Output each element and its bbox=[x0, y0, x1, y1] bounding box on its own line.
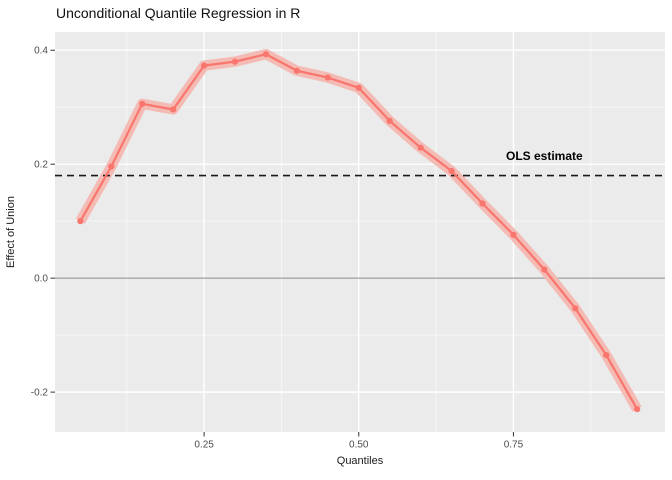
x-tick-label: 0.75 bbox=[504, 440, 524, 451]
plot-panel bbox=[55, 32, 665, 432]
y-tick-label: -0.2 bbox=[31, 388, 49, 399]
data-point bbox=[386, 117, 393, 124]
data-point bbox=[108, 163, 115, 170]
data-point bbox=[170, 106, 177, 113]
data-point bbox=[262, 51, 270, 58]
data-point bbox=[541, 266, 548, 273]
data-point bbox=[603, 351, 610, 359]
y-tick-label: 0.0 bbox=[34, 274, 48, 285]
x-tick-label: 0.25 bbox=[194, 440, 214, 451]
data-point bbox=[448, 167, 455, 175]
x-tick-label: 0.50 bbox=[349, 440, 369, 451]
data-point bbox=[417, 144, 424, 151]
data-point bbox=[293, 67, 300, 74]
data-point bbox=[324, 74, 331, 81]
data-point bbox=[572, 305, 579, 312]
data-point bbox=[634, 406, 641, 413]
x-axis-title: Quantiles bbox=[336, 455, 384, 467]
data-point bbox=[77, 218, 84, 225]
plot-title: Unconditional Quantile Regression in R bbox=[56, 5, 301, 21]
data-point bbox=[231, 58, 239, 65]
y-tick-label: 0.2 bbox=[34, 160, 48, 171]
y-axis-title: Effect of Union bbox=[5, 196, 17, 268]
data-point bbox=[510, 231, 517, 238]
y-tick-label: 0.4 bbox=[34, 46, 48, 57]
data-point bbox=[139, 100, 146, 107]
data-point bbox=[355, 84, 362, 91]
data-point bbox=[479, 200, 486, 207]
ols-annotation-label: OLS estimate bbox=[506, 149, 583, 163]
data-point bbox=[201, 62, 208, 69]
